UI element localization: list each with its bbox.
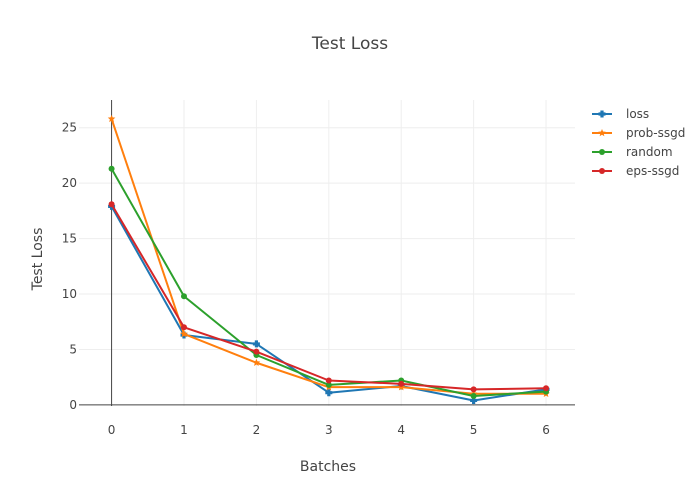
legend-marker-eps-ssgd[interactable]	[599, 168, 605, 174]
point-eps-ssgd-1[interactable]	[180, 324, 187, 331]
legend-marker-random[interactable]	[599, 149, 605, 155]
legend-marker-prob-ssgd[interactable]	[598, 129, 606, 137]
legend-label-prob-ssgd: prob-ssgd	[626, 126, 685, 140]
axes	[79, 100, 575, 406]
tick-labels: 0 1 2 3 4 5 6 0 5 10 15 20 25	[62, 121, 550, 437]
x-axis-title: Batches	[300, 459, 356, 475]
legend-label-loss: loss	[626, 107, 649, 121]
legend-marker-loss[interactable]	[598, 110, 606, 118]
y-tick-label-4: 20	[62, 176, 77, 190]
y-tick-label-5: 25	[62, 121, 77, 135]
legend-item-random[interactable]: random	[592, 145, 673, 159]
legend[interactable]: loss prob-ssgd random eps-ssgd	[592, 107, 685, 178]
point-random-5[interactable]	[470, 393, 477, 400]
x-tick-label-6: 6	[542, 423, 550, 437]
legend-item-loss[interactable]: loss	[592, 107, 649, 121]
grid	[79, 100, 575, 406]
x-tick-label-4: 4	[397, 423, 405, 437]
point-eps-ssgd-3[interactable]	[325, 377, 332, 384]
y-tick-label-2: 10	[62, 287, 77, 301]
point-eps-ssgd-5[interactable]	[470, 386, 477, 393]
point-random-0[interactable]	[108, 165, 115, 172]
y-axis-title: Test Loss	[30, 228, 46, 292]
x-tick-label-1: 1	[180, 423, 188, 437]
chart-title: Test Loss	[311, 34, 388, 54]
series-eps-ssgd	[108, 201, 550, 393]
legend-label-eps-ssgd: eps-ssgd	[626, 164, 679, 178]
point-eps-ssgd-6[interactable]	[543, 385, 550, 392]
y-tick-label-0: 0	[69, 398, 77, 412]
y-tick-label-1: 5	[69, 342, 77, 356]
series-layer	[107, 114, 550, 404]
point-eps-ssgd-2[interactable]	[253, 348, 260, 355]
point-prob-ssgd-1[interactable]	[180, 329, 188, 338]
point-prob-ssgd-0[interactable]	[107, 114, 116, 123]
legend-item-eps-ssgd[interactable]: eps-ssgd	[592, 164, 679, 178]
x-tick-label-3: 3	[325, 423, 333, 437]
point-prob-ssgd-2[interactable]	[252, 358, 261, 366]
x-tick-label-0: 0	[108, 423, 116, 437]
x-tick-label-5: 5	[470, 423, 478, 437]
point-eps-ssgd-4[interactable]	[398, 380, 405, 387]
point-loss-5[interactable]	[470, 396, 478, 404]
legend-label-random: random	[626, 145, 673, 159]
legend-item-prob-ssgd[interactable]: prob-ssgd	[592, 126, 685, 140]
point-eps-ssgd-0[interactable]	[108, 201, 115, 208]
x-tick-label-2: 2	[253, 423, 261, 437]
point-loss-3[interactable]	[325, 389, 333, 397]
point-random-1[interactable]	[180, 293, 187, 300]
point-loss-2[interactable]	[252, 340, 260, 348]
y-tick-label-3: 15	[62, 232, 77, 246]
point-random-3[interactable]	[325, 381, 332, 388]
